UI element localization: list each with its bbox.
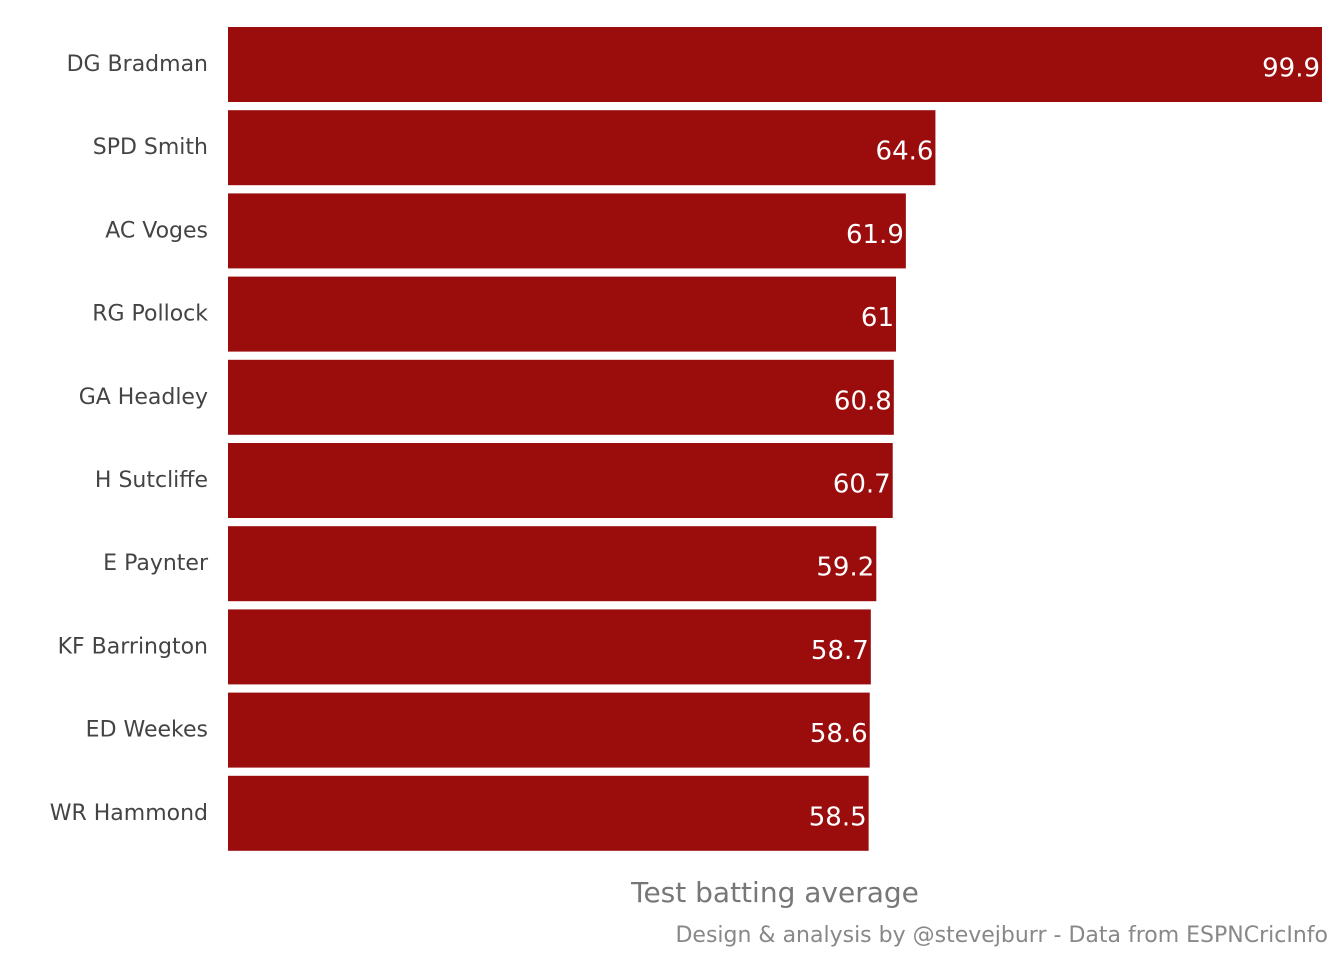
bar-dg-bradman <box>228 27 1322 102</box>
category-label: KF Barrington <box>58 634 208 659</box>
value-label: 64.6 <box>876 137 934 167</box>
bar-h-sutcliffe <box>228 443 893 518</box>
category-label: RG Pollock <box>92 302 208 327</box>
bars-group <box>228 27 1322 851</box>
bar-rg-pollock <box>228 276 897 352</box>
category-label: E Paynter <box>103 551 209 576</box>
category-label: WR Hammond <box>50 801 208 826</box>
bar-ac-voges <box>228 193 906 269</box>
bar-ed-weekes <box>228 692 870 768</box>
bar-wr-hammond <box>228 775 869 851</box>
value-label: 58.7 <box>811 636 869 666</box>
category-label: H Sutcliffe <box>95 468 208 493</box>
value-label: 61 <box>861 303 894 333</box>
category-label: SPD Smith <box>93 135 208 160</box>
bar-kf-barrington <box>228 609 871 685</box>
value-label: 59.2 <box>816 553 874 583</box>
category-label: GA Headley <box>79 385 208 410</box>
chart-caption: Design & analysis by @stevejburr - Data … <box>675 923 1328 948</box>
value-label: 58.6 <box>810 719 868 749</box>
value-label: 61.9 <box>846 220 904 250</box>
bar-ga-headley <box>228 359 894 435</box>
category-label: AC Voges <box>105 218 208 243</box>
bar-e-paynter <box>228 526 877 602</box>
value-label: 60.7 <box>833 470 891 500</box>
category-label: DG Bradman <box>67 52 208 77</box>
value-label: 60.8 <box>834 386 892 416</box>
category-label: ED Weekes <box>86 718 208 743</box>
value-labels-group: 99.9 64.6 61.9 61 60.8 60.7 59.2 58.7 58.6 58.5 <box>809 54 1320 833</box>
value-label: 58.5 <box>809 802 867 832</box>
bar-spd-smith <box>228 110 936 186</box>
x-axis-title: Test batting average <box>630 876 919 909</box>
category-labels-group: DG Bradman SPD Smith AC Voges RG Pollock GA … <box>50 52 209 826</box>
value-label: 99.9 <box>1262 54 1320 84</box>
